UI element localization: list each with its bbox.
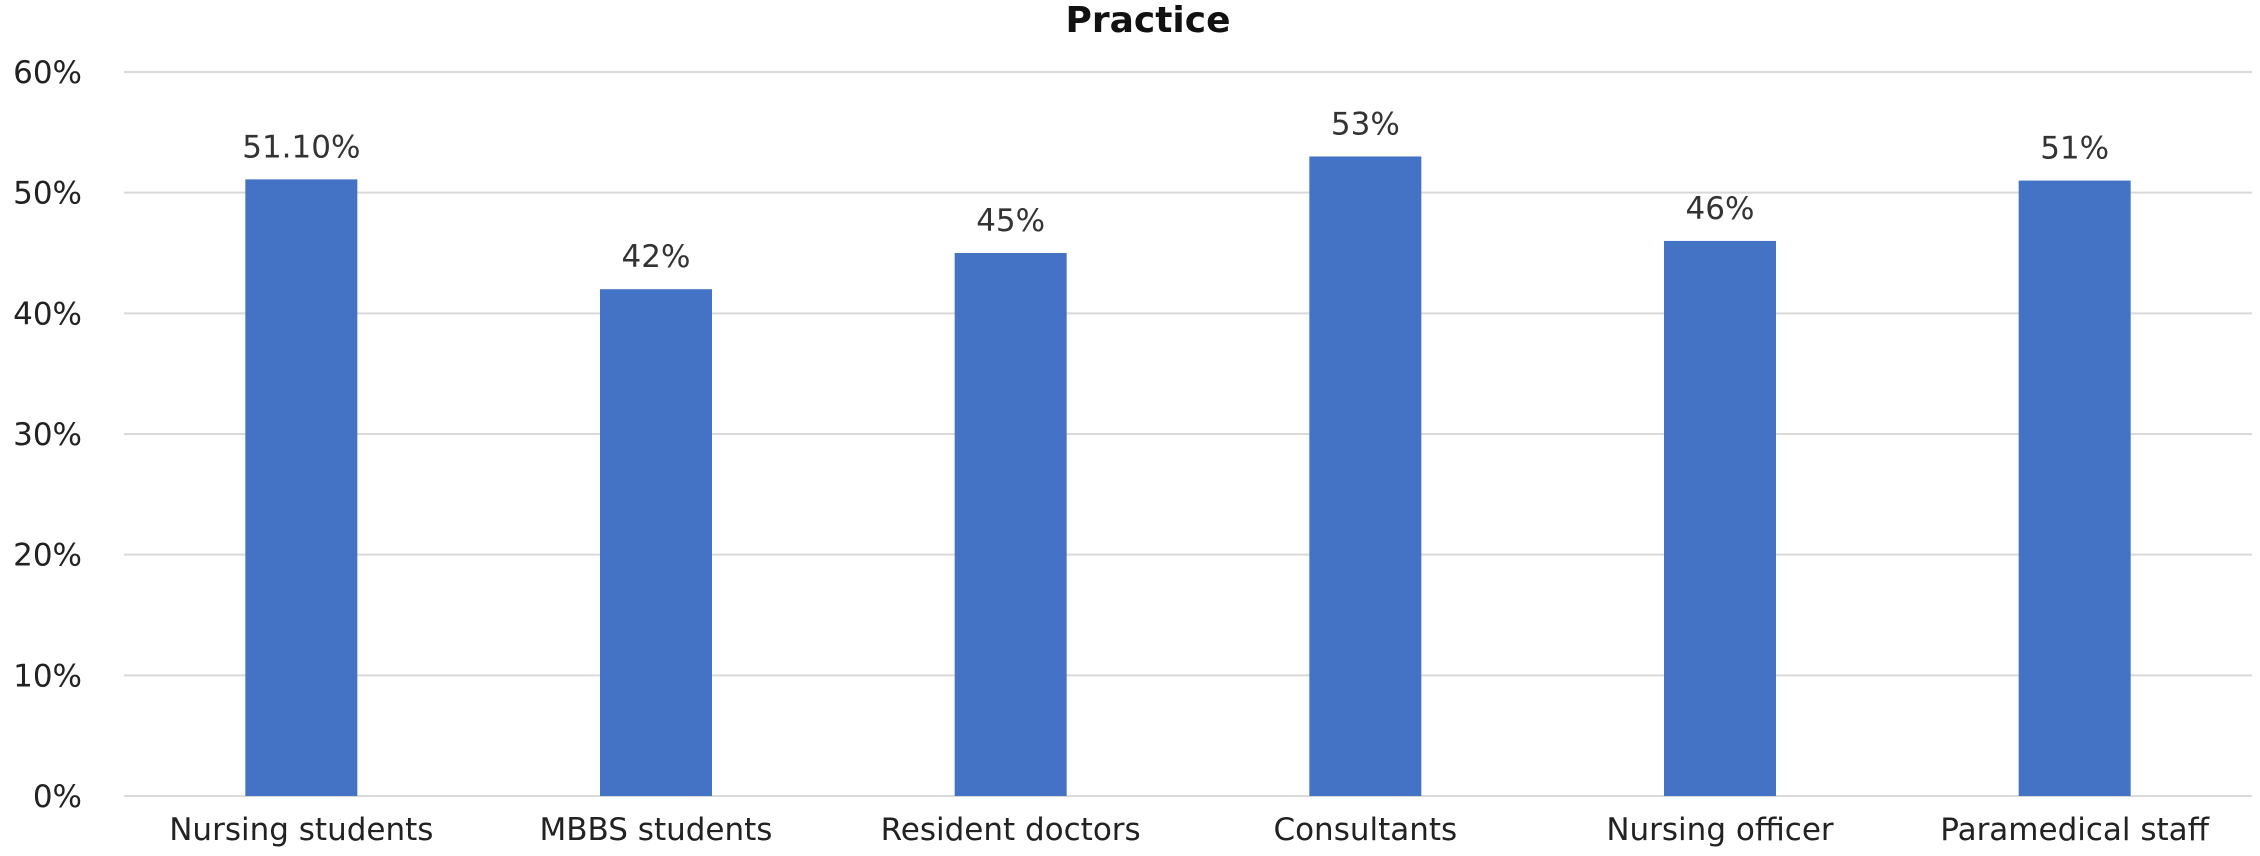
bar <box>954 253 1067 796</box>
chart-title: Practice <box>1065 0 1230 41</box>
x-tick-label: Consultants <box>1273 812 1457 848</box>
y-tick-label: 20% <box>13 538 82 574</box>
y-axis-ticks: 0% 10% 20% 30% 40% 50% 60% <box>13 55 82 815</box>
bar <box>1309 156 1422 796</box>
bar <box>600 289 712 796</box>
y-tick-label: 60% <box>13 55 82 91</box>
bars <box>245 156 2131 797</box>
bar <box>2018 180 2131 797</box>
data-label: 53% <box>1331 106 1400 142</box>
x-tick-label: MBBS students <box>540 812 773 848</box>
bar <box>1664 240 1776 796</box>
x-axis-ticks: Nursing students MBBS students Resident do… <box>169 812 2209 848</box>
x-tick-label: Nursing students <box>169 812 433 848</box>
y-tick-label: 0% <box>33 779 82 815</box>
y-tick-label: 50% <box>13 176 82 212</box>
y-tick-label: 40% <box>13 296 82 332</box>
x-tick-label: Paramedical staff <box>1940 812 2209 848</box>
x-tick-label: Nursing officer <box>1606 812 1834 848</box>
data-label: 46% <box>1686 191 1755 227</box>
data-label: 42% <box>622 239 691 275</box>
y-tick-label: 30% <box>13 417 82 453</box>
bar <box>245 179 358 797</box>
gridlines <box>124 71 2252 797</box>
data-label: 45% <box>976 203 1045 239</box>
data-labels: 51.10% 42% 45% 53% 46% 51% <box>242 106 2109 275</box>
data-label: 51.10% <box>242 129 360 165</box>
y-tick-label: 10% <box>13 658 82 694</box>
data-label: 51% <box>2040 131 2109 167</box>
x-tick-label: Resident doctors <box>881 812 1141 848</box>
